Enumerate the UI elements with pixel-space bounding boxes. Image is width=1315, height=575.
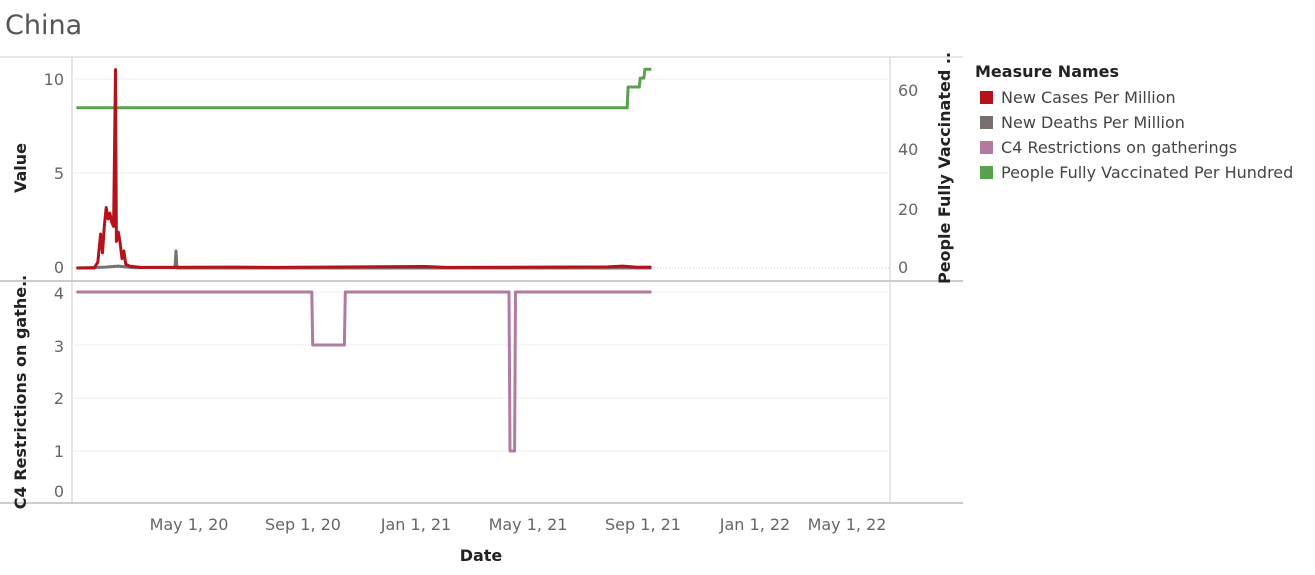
right-tick: 60 — [898, 81, 918, 100]
left-axis-ticks: 10 5 0 — [44, 70, 64, 277]
c4-tick: 1 — [54, 442, 64, 461]
legend-swatch — [980, 116, 993, 129]
right-axis-title: People Fully Vaccinated .. — [935, 52, 954, 284]
x-axis-title: Date — [460, 546, 503, 565]
legend-swatch — [980, 141, 993, 154]
left-tick: 10 — [44, 70, 64, 89]
series-people-fully-vaccinated-per-hundred — [76, 67, 652, 110]
page-title: China — [5, 10, 83, 41]
bottom-axis-ticks: 4 3 2 1 0 — [54, 284, 64, 501]
x-tick: May 1, 22 — [808, 515, 887, 534]
series-new-cases-per-million — [76, 68, 652, 270]
c4-tick: 3 — [54, 337, 64, 356]
legend-label: People Fully Vaccinated Per Hundred — [1001, 163, 1294, 182]
series-lines — [76, 67, 652, 453]
right-tick: 20 — [898, 200, 918, 219]
x-tick: Sep 1, 20 — [265, 515, 341, 534]
c4-tick: 2 — [54, 389, 64, 408]
left-tick: 0 — [54, 258, 64, 277]
legend-item-new-cases[interactable]: New Cases Per Million — [975, 85, 1293, 110]
right-axis-ticks: 60 40 20 0 — [898, 81, 918, 277]
legend-label: C4 Restrictions on gatherings — [1001, 138, 1238, 157]
x-tick: May 1, 20 — [150, 515, 229, 534]
left-tick: 5 — [54, 164, 64, 183]
legend-title: Measure Names — [975, 62, 1120, 81]
legend-item-c4-restrictions[interactable]: C4 Restrictions on gatherings — [975, 135, 1293, 160]
x-axis-ticks: May 1, 20 Sep 1, 20 Jan 1, 21 May 1, 21 … — [150, 515, 887, 534]
x-tick: Sep 1, 21 — [605, 515, 681, 534]
legend-label: New Cases Per Million — [1001, 88, 1176, 107]
right-tick: 40 — [898, 140, 918, 159]
legend-swatch — [980, 166, 993, 179]
right-tick: 0 — [898, 258, 908, 277]
c4-tick: 0 — [54, 482, 64, 501]
legend-item-new-deaths[interactable]: New Deaths Per Million — [975, 110, 1293, 135]
x-tick: Jan 1, 21 — [380, 515, 451, 534]
x-tick: May 1, 21 — [489, 515, 568, 534]
gridlines — [72, 78, 890, 452]
x-tick: Jan 1, 22 — [719, 515, 790, 534]
legend: Measure Names New Cases Per Million New … — [975, 62, 1293, 185]
c4-tick: 4 — [54, 284, 64, 303]
legend-label: New Deaths Per Million — [1001, 113, 1185, 132]
legend-item-people-vaccinated[interactable]: People Fully Vaccinated Per Hundred — [975, 160, 1293, 185]
left-axis-title: Value — [11, 143, 30, 193]
legend-swatch — [980, 91, 993, 104]
series-c4-restrictions-on-gatherings — [76, 290, 652, 453]
c4-axis-title: C4 Restrictions on gathe.. — [11, 275, 30, 510]
